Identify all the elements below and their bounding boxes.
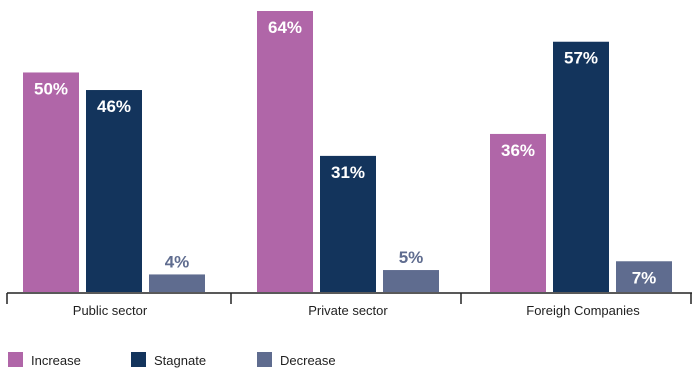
data-label: 31%: [331, 163, 365, 182]
bar-increase: [23, 72, 79, 292]
legend-item-decrease: Decrease: [257, 352, 336, 368]
bar-decrease: [149, 274, 205, 292]
bar-increase: [257, 11, 313, 292]
bar-increase: [490, 133, 546, 292]
legend-label: Stagnate: [154, 353, 206, 368]
category-label: Public sector: [73, 303, 148, 318]
legend: Increase Stagnate Decrease: [8, 352, 336, 368]
data-label: 7%: [632, 268, 657, 287]
data-label: 36%: [501, 141, 535, 160]
category-label: Private sector: [308, 303, 388, 318]
legend-swatch: [257, 352, 272, 367]
data-label: 57%: [564, 49, 598, 68]
data-label: 5%: [399, 248, 424, 267]
data-label: 64%: [268, 18, 302, 37]
bars-layer: [23, 11, 672, 292]
bar-stagnate: [86, 90, 142, 292]
data-labels-layer: 50% 46% 4% 64% 31% 5% 36% 57% 7%: [34, 18, 656, 287]
bar-stagnate: [553, 41, 609, 292]
x-axis: Public sector Private sector Foreigh Com…: [6, 292, 692, 318]
data-label: 46%: [97, 97, 131, 116]
legend-label: Decrease: [280, 353, 336, 368]
bar-decrease: [383, 270, 439, 292]
legend-swatch: [8, 352, 23, 367]
data-label: 50%: [34, 79, 68, 98]
legend-label: Increase: [31, 353, 81, 368]
legend-item-increase: Increase: [8, 352, 81, 368]
bar-decrease: [616, 261, 672, 292]
category-label: Foreigh Companies: [526, 303, 640, 318]
legend-item-stagnate: Stagnate: [131, 352, 206, 368]
data-label: 4%: [165, 252, 190, 271]
bar-stagnate: [320, 155, 376, 292]
legend-swatch: [131, 352, 146, 367]
